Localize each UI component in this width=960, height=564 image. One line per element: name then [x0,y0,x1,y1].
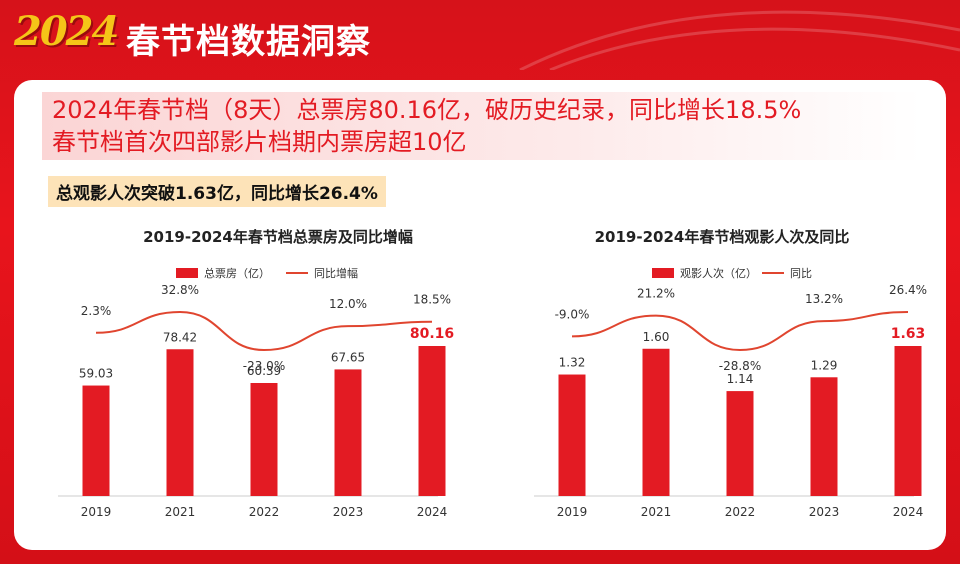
growth-line [571,311,909,352]
bar-value-label: 78.42 [163,330,197,344]
x-tick-label: 2019 [557,505,588,519]
x-tick-label: 2022 [249,505,280,519]
bar-value-label: 1.32 [559,356,586,370]
bar-value-label: 59.03 [79,367,113,381]
growth-label: 18.5% [413,293,451,307]
headline-line-2: 春节档首次四部影片档期内票房超10亿 [52,128,467,156]
x-tick-label: 2024 [893,505,924,519]
growth-label: 2.3% [81,304,112,318]
legend-bar-label: 总票房（亿） [204,266,270,280]
bar-2024 [418,346,446,496]
legend-bar-swatch [652,268,674,278]
headline-box: 2024年春节档（8天）总票房80.16亿，破历史纪录，同比增长18.5% 春节… [42,92,922,160]
bar-value-label: 1.60 [643,330,670,344]
bar-2024 [894,346,922,496]
x-tick-label: 2019 [81,505,112,519]
chart-legend: 观影人次（亿） 同比 [652,266,812,280]
bar-value-label: 1.63 [891,326,926,342]
chart-legend: 总票房（亿） 同比增幅 [176,266,358,280]
growth-label: 26.4% [889,283,927,297]
x-tick-label: 2022 [725,505,756,519]
growth-label: 13.2% [805,292,843,306]
x-tick-label: 2021 [641,505,672,519]
legend-bar-swatch [176,268,198,278]
x-tick-label: 2021 [165,505,196,519]
growth-label: 12.0% [329,297,367,311]
chart-2-title: 2019-2024年春节档观影人次及同比 [594,228,850,246]
legend-bar-label: 观影人次（亿） [680,266,757,280]
legend-line-label: 同比 [790,267,812,280]
admissions-chart: 观影人次（亿） 同比 1.32 2019 -9.0% 1.60 2021 21.2% 1.14 2… [534,266,927,519]
bar-2023 [334,369,362,496]
growth-label: -9.0% [555,307,590,321]
bar-value-label: 80.16 [410,326,454,342]
x-tick-label: 2023 [809,505,840,519]
page-title: 春节档数据洞察 [126,22,371,62]
headline-line-1: 2024年春节档（8天）总票房80.16亿，破历史纪录，同比增长18.5% [52,96,802,124]
legend-line-label: 同比增幅 [314,266,358,280]
bar-value-label: 1.29 [811,358,838,372]
film-strip-decoration [519,10,960,70]
growth-label: -28.8% [719,359,761,373]
growth-line [95,310,433,352]
chart-1-title: 2019-2024年春节档总票房及同比增幅 [143,228,413,246]
bar-value-label: 60.39 [247,364,281,378]
bar-value-label: 1.14 [727,372,754,386]
content-card: 2024年春节档（8天）总票房80.16亿，破历史纪录，同比增长18.5% 春节… [14,80,946,550]
sub-headline: 总观影人次突破1.63亿，同比增长26.4% [48,176,386,207]
growth-label: -23.0% [243,359,285,373]
bar-2019 [558,374,586,496]
bar-2019 [82,385,110,496]
bar-2022 [726,391,754,496]
box-office-chart: 总票房（亿） 同比增幅 59.03 2019 2.3% 78.42 2021 32.8% 60.… [58,266,454,519]
page-header: 2024 春节档数据洞察 [0,0,960,70]
bar-value-label: 67.65 [331,350,365,364]
year-logo: 2024 [14,8,119,55]
x-tick-label: 2023 [333,505,364,519]
bar-2023 [810,377,838,496]
growth-label: 32.8% [161,283,199,297]
bar-2021 [642,348,670,496]
bar-2022 [250,382,278,496]
growth-label: 21.2% [637,287,675,301]
x-tick-label: 2024 [417,505,448,519]
bar-2021 [166,349,194,496]
